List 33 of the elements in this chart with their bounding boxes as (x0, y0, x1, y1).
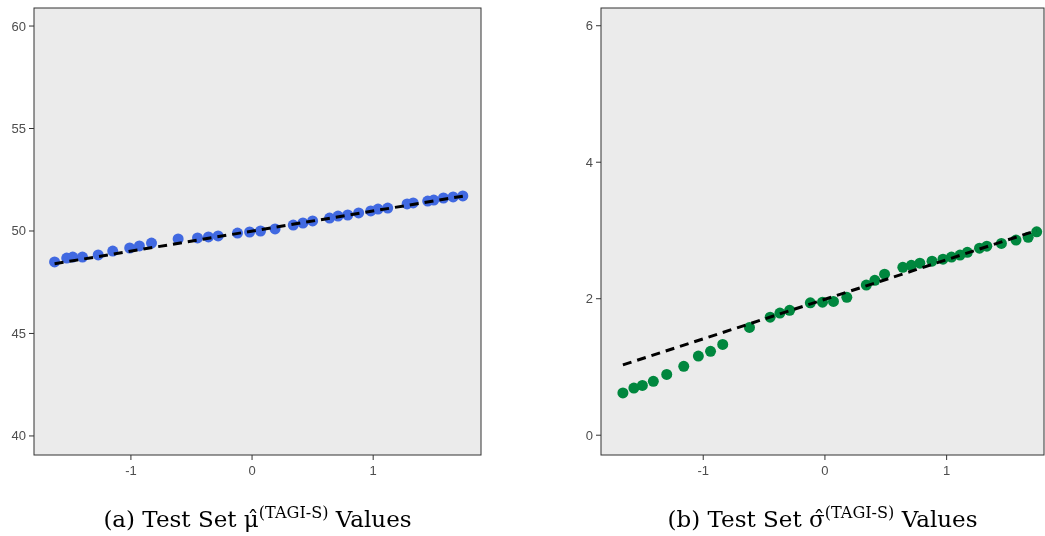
x-tick-label: -1 (697, 463, 710, 478)
point (841, 291, 853, 303)
y-tick-label: 2 (585, 291, 593, 307)
point (617, 387, 629, 399)
point (743, 321, 755, 333)
text: (a) Test Set μ̂$^{(TAGI-S)}$ Values (103, 502, 412, 532)
y-tick-label: 0 (585, 427, 593, 443)
y-tick-label: 45 (11, 325, 26, 341)
point (827, 295, 839, 307)
point (661, 368, 673, 380)
point (879, 268, 891, 280)
x-tick-label: 0 (821, 463, 829, 478)
x-tick-label: -1 (125, 463, 137, 478)
x-tick-label: 1 (943, 463, 951, 478)
point (1031, 226, 1043, 238)
y-tick-label: 6 (585, 18, 593, 34)
y-tick-label: 40 (11, 428, 26, 444)
y-tick-label: 60 (11, 18, 26, 34)
point (133, 240, 145, 252)
x-tick-label: 0 (248, 463, 256, 478)
point (146, 237, 157, 249)
point (705, 345, 717, 357)
point (678, 360, 690, 372)
text: (b) Test Set σ̂$^{(TAGI-S)}$ Values (667, 502, 978, 532)
point (914, 257, 926, 269)
point (647, 375, 659, 387)
y-tick-label: 55 (11, 121, 26, 137)
point (692, 350, 704, 362)
point (717, 338, 729, 350)
y-tick-label: 50 (11, 223, 26, 239)
x-tick-label: 1 (369, 463, 377, 478)
y-tick-label: 4 (585, 154, 593, 170)
point (636, 379, 648, 391)
